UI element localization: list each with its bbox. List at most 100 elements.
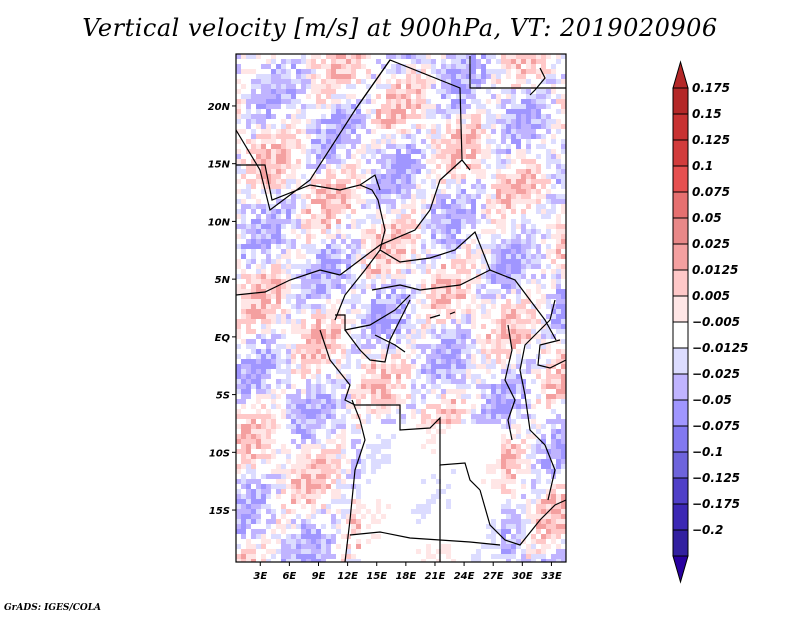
field-cell xyxy=(236,229,241,234)
field-cell xyxy=(406,419,411,424)
field-cell xyxy=(306,324,311,329)
field-cell xyxy=(376,139,381,144)
field-cell xyxy=(471,59,476,64)
field-cell xyxy=(431,119,436,124)
field-cell xyxy=(251,244,256,249)
field-cell xyxy=(461,344,466,349)
field-cell xyxy=(531,204,536,209)
field-cell xyxy=(431,164,436,169)
field-cell xyxy=(296,84,301,89)
field-cell xyxy=(441,349,446,354)
field-cell xyxy=(356,419,361,424)
field-cell xyxy=(286,399,291,404)
field-cell xyxy=(256,144,261,149)
field-cell xyxy=(501,334,506,339)
field-cell xyxy=(381,139,386,144)
field-cell xyxy=(451,429,456,434)
field-cell xyxy=(436,329,441,334)
field-cell xyxy=(516,364,521,369)
field-cell xyxy=(251,104,256,109)
field-cell xyxy=(556,274,561,279)
field-cell xyxy=(521,94,526,99)
field-cell xyxy=(541,134,546,139)
field-cell xyxy=(281,374,286,379)
field-cell xyxy=(441,184,446,189)
field-cell xyxy=(301,114,306,119)
field-cell xyxy=(481,349,486,354)
field-cell xyxy=(521,379,526,384)
field-cell xyxy=(426,159,431,164)
field-cell xyxy=(321,359,326,364)
field-cell xyxy=(471,54,476,59)
field-cell xyxy=(311,154,316,159)
field-cell xyxy=(416,214,421,219)
field-cell xyxy=(376,419,381,424)
field-cell xyxy=(481,374,486,379)
field-cell xyxy=(291,319,296,324)
field-cell xyxy=(471,374,476,379)
field-cell xyxy=(321,109,326,114)
field-cell xyxy=(266,74,271,79)
field-cell xyxy=(241,354,246,359)
field-cell xyxy=(281,214,286,219)
field-cell xyxy=(321,279,326,284)
field-cell xyxy=(331,284,336,289)
field-cell xyxy=(491,319,496,324)
field-cell xyxy=(411,429,416,434)
field-cell xyxy=(236,189,241,194)
field-cell xyxy=(376,389,381,394)
field-cell xyxy=(511,114,516,119)
field-cell xyxy=(506,314,511,319)
field-cell xyxy=(501,134,506,139)
field-cell xyxy=(391,354,396,359)
field-cell xyxy=(501,309,506,314)
field-cell xyxy=(476,134,481,139)
field-cell xyxy=(376,59,381,64)
field-cell xyxy=(526,84,531,89)
field-cell xyxy=(511,69,516,74)
field-cell xyxy=(296,124,301,129)
field-cell xyxy=(361,384,366,389)
field-cell xyxy=(296,319,301,324)
field-cell xyxy=(391,299,396,304)
field-cell xyxy=(511,214,516,219)
field-cell xyxy=(456,229,461,234)
field-cell xyxy=(421,394,426,399)
field-cell xyxy=(456,409,461,414)
field-cell xyxy=(411,79,416,84)
field-cell xyxy=(401,389,406,394)
field-cell xyxy=(531,54,536,59)
field-cell xyxy=(481,114,486,119)
field-cell xyxy=(481,199,486,204)
field-cell xyxy=(236,394,241,399)
field-cell xyxy=(421,279,426,284)
field-cell xyxy=(386,199,391,204)
field-cell xyxy=(246,89,251,94)
field-cell xyxy=(551,324,556,329)
field-cell xyxy=(481,179,486,184)
field-cell xyxy=(506,374,511,379)
field-cell xyxy=(536,64,541,69)
field-cell xyxy=(286,389,291,394)
field-cell xyxy=(336,329,341,334)
field-cell xyxy=(336,299,341,304)
field-cell xyxy=(366,144,371,149)
field-cell xyxy=(236,114,241,119)
field-cell xyxy=(461,174,466,179)
field-cell xyxy=(516,344,521,349)
field-cell xyxy=(406,59,411,64)
field-cell xyxy=(356,224,361,229)
field-cell xyxy=(496,134,501,139)
field-cell xyxy=(461,244,466,249)
field-cell xyxy=(381,164,386,169)
field-cell xyxy=(531,339,536,344)
field-cell xyxy=(366,224,371,229)
field-cell xyxy=(366,244,371,249)
field-cell xyxy=(301,429,306,434)
field-cell xyxy=(531,259,536,264)
field-cell xyxy=(261,184,266,189)
field-cell xyxy=(466,259,471,264)
field-cell xyxy=(456,59,461,64)
field-cell xyxy=(431,359,436,364)
field-cell xyxy=(466,164,471,169)
